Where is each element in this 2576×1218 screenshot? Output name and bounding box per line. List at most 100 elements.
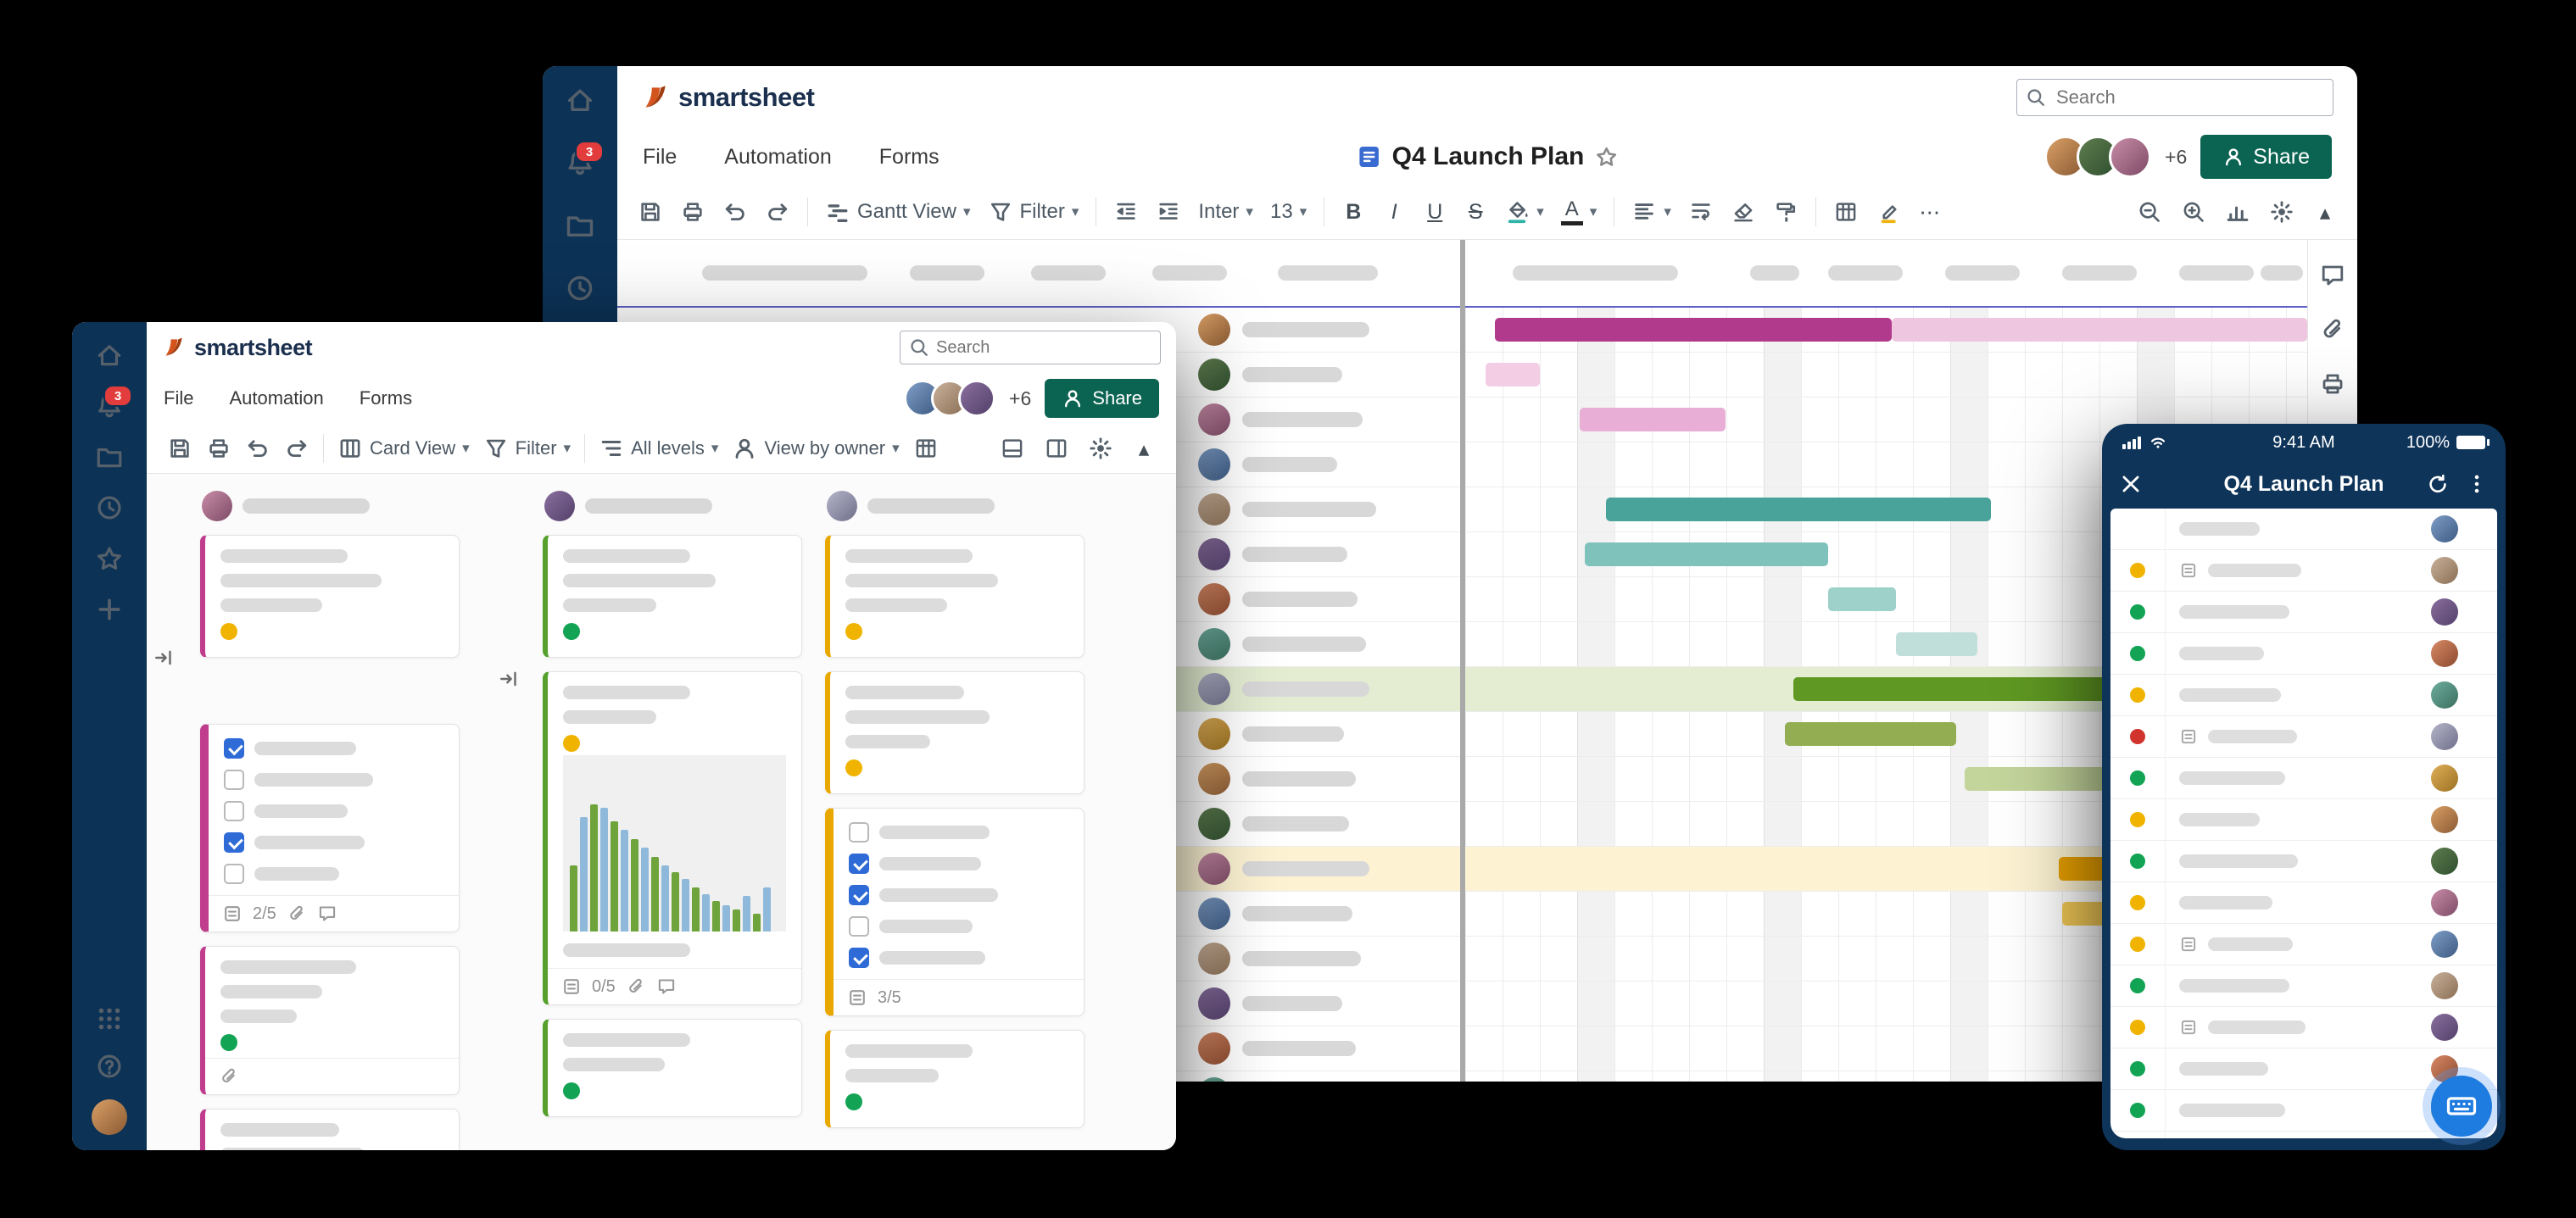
redo-icon[interactable] [284,436,309,461]
undo-icon[interactable] [245,436,270,461]
font-size-dropdown[interactable]: 13 ▾ [1270,200,1307,224]
gantt-bar[interactable] [1585,542,1828,566]
phone-row[interactable] [2110,924,2497,965]
gantt-row[interactable] [617,892,2307,937]
phone-row[interactable] [2110,592,2497,633]
text-color-button[interactable]: A ▾ [1560,198,1597,225]
sidebar-item-recents[interactable] [565,273,595,303]
chart-icon[interactable] [2225,199,2250,225]
menu-file[interactable]: File [643,144,677,169]
view-switcher[interactable]: Gantt View ▾ [825,199,971,225]
kanban-card[interactable]: 3/5 [825,808,1084,1016]
bold-button[interactable]: B [1346,199,1362,224]
undo-icon[interactable] [722,199,748,225]
collapse-toolbar-button[interactable]: ▴ [2319,199,2331,225]
phone-row[interactable] [2110,841,2497,882]
kanban-card[interactable] [200,1109,460,1150]
sidebar-item-recents[interactable] [95,493,124,522]
checkbox[interactable] [224,832,244,853]
filter-dropdown[interactable]: Filter ▾ [988,199,1079,225]
phone-row[interactable] [2110,509,2497,550]
filter-dropdown[interactable]: Filter ▾ [483,436,571,461]
close-icon[interactable] [2119,472,2143,496]
zoom-out-icon[interactable] [2137,199,2162,225]
checklist-item[interactable] [224,864,443,884]
collaborator-avatars[interactable] [2044,136,2152,178]
save-icon[interactable] [167,436,192,461]
kanban-card[interactable] [200,535,460,658]
table-icon[interactable] [1833,199,1859,225]
menu-automation[interactable]: Automation [229,387,324,409]
gantt-bar[interactable] [1896,632,1977,656]
gantt-bar[interactable] [1494,318,1893,342]
gantt-bar[interactable] [1827,587,1897,611]
sidebar-item-notifications[interactable]: 3 [565,141,604,178]
gantt-bar[interactable] [1580,408,1726,431]
view-by-dropdown[interactable]: View by owner ▾ [732,436,900,461]
checklist-item[interactable] [224,801,443,821]
kanban-column[interactable]: 0/5 [543,484,802,1150]
checklist-item[interactable] [849,885,1068,905]
checklist-item[interactable] [849,854,1068,874]
font-family-dropdown[interactable]: Inter ▾ [1198,200,1253,224]
redo-icon[interactable] [765,199,790,225]
checklist-item[interactable] [224,832,443,853]
checklist-item[interactable] [224,738,443,759]
sidebar-item-home[interactable] [565,85,595,115]
phone-row[interactable] [2110,675,2497,716]
kanban-card[interactable]: 0/5 [543,671,802,1005]
phone-row[interactable] [2110,965,2497,1007]
smartsheet-logo[interactable]: smartsheet [641,82,815,113]
kanban-card[interactable] [200,946,460,1095]
phone-row[interactable] [2110,550,2497,592]
checklist-item[interactable] [849,916,1068,937]
phone-row[interactable] [2110,882,2497,924]
search-input[interactable] [900,331,1161,364]
kanban-column[interactable]: 2/5 [200,484,460,1150]
kanban-column[interactable]: 3/5 [825,484,1084,1150]
kebab-menu-icon[interactable] [2465,472,2489,496]
kanban-card[interactable] [825,671,1084,794]
phone-row[interactable] [2110,716,2497,758]
smartsheet-logo[interactable]: smartsheet [162,335,313,361]
user-avatar[interactable] [92,1099,127,1135]
gantt-bar[interactable] [1964,767,2105,791]
sidebar-item-favorites[interactable] [95,544,124,573]
outdent-icon[interactable] [1113,199,1139,225]
wrap-text-icon[interactable] [1688,199,1714,225]
print-panel-icon[interactable] [2319,370,2346,398]
gantt-bar[interactable] [1785,722,1956,746]
gantt-bar[interactable] [1892,318,2307,342]
kanban-card[interactable] [543,1019,802,1117]
kanban-card[interactable]: 2/5 [200,724,460,932]
highlighter-icon[interactable] [1876,199,1901,225]
table-icon[interactable] [913,436,939,461]
favorite-star-icon[interactable] [1594,145,1618,169]
attachments-icon[interactable] [2319,316,2346,343]
eraser-icon[interactable] [1731,199,1756,225]
indent-icon[interactable] [1156,199,1181,225]
align-dropdown[interactable]: ▾ [1631,199,1671,225]
format-painter-icon[interactable] [1773,199,1798,225]
gear-icon[interactable] [1088,436,1113,461]
menu-forms[interactable]: Forms [878,144,940,169]
zoom-in-icon[interactable] [2181,199,2206,225]
expand-lane-icon[interactable] [498,668,520,690]
gantt-row[interactable] [617,1071,2307,1082]
checkbox[interactable] [224,864,244,884]
checkbox[interactable] [849,948,869,968]
more-options-button[interactable]: ⋯ [1919,199,1941,225]
phone-row[interactable] [2110,1007,2497,1048]
sidebar-item-apps[interactable] [95,1004,124,1033]
search-input[interactable] [2016,79,2333,116]
checklist-item[interactable] [849,822,1068,843]
expand-lane-icon[interactable] [153,647,175,669]
checkbox[interactable] [849,854,869,874]
checkbox[interactable] [224,801,244,821]
checkbox[interactable] [224,770,244,790]
menu-automation[interactable]: Automation [724,144,832,169]
phone-row[interactable] [2110,799,2497,841]
kanban-card[interactable] [543,535,802,658]
phone-row[interactable] [2110,758,2497,799]
italic-button[interactable]: I [1391,199,1397,224]
